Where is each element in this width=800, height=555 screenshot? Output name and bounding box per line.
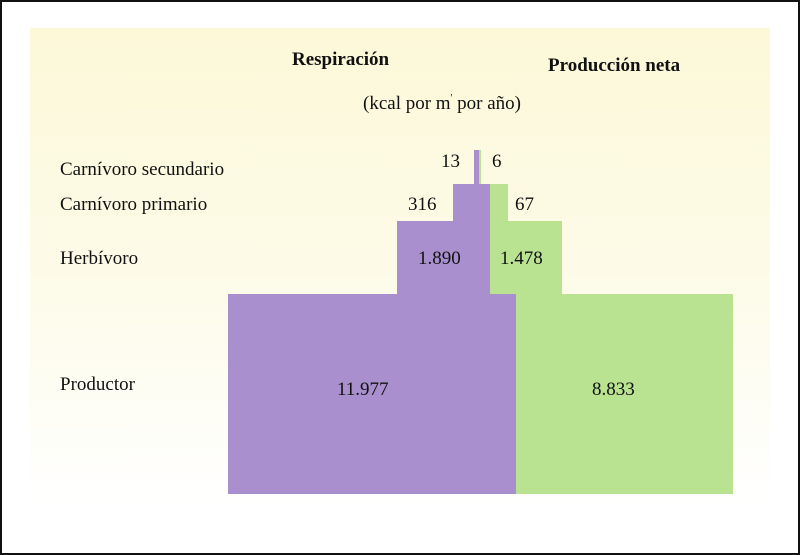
level-label-primary-carnivore: Carnívoro primario xyxy=(60,194,208,215)
units-superscript: ' xyxy=(450,93,453,104)
level-label-herbivore: Herbívoro xyxy=(60,248,139,269)
level-label-secondary-carnivore: Carnívoro secundario xyxy=(60,159,225,180)
units-text: (kcal por m xyxy=(363,93,451,114)
value-producer-net-production: 8.833 xyxy=(592,379,635,400)
primary-carnivore-respiration-block xyxy=(453,184,490,221)
respiration-header: Respiración xyxy=(292,49,390,70)
units-label: (kcal por m' por año) xyxy=(363,93,521,114)
herbivore-respiration-block xyxy=(397,221,490,294)
value-herbivore-net-production: 1.478 xyxy=(500,248,543,269)
value-primary-carnivore-respiration: 316 xyxy=(408,194,437,215)
net-production-header: Producción neta xyxy=(548,55,681,76)
secondary-carnivore-respiration-block xyxy=(474,150,479,184)
producer-respiration-block xyxy=(228,294,516,494)
value-secondary-carnivore-net-production: 6 xyxy=(492,151,502,172)
herbivore-net-production-block xyxy=(490,221,562,294)
value-primary-carnivore-net-production: 67 xyxy=(515,194,534,215)
producer-net-production-block xyxy=(516,294,733,494)
value-herbivore-respiration: 1.890 xyxy=(418,248,461,269)
primary-carnivore-net-production-block xyxy=(490,184,508,221)
units-text-end: por año) xyxy=(452,93,521,114)
level-label-producer: Productor xyxy=(60,374,135,395)
secondary-carnivore-net-production-block xyxy=(479,150,481,184)
value-secondary-carnivore-respiration: 13 xyxy=(441,151,460,172)
value-producer-respiration: 11.977 xyxy=(337,379,389,400)
